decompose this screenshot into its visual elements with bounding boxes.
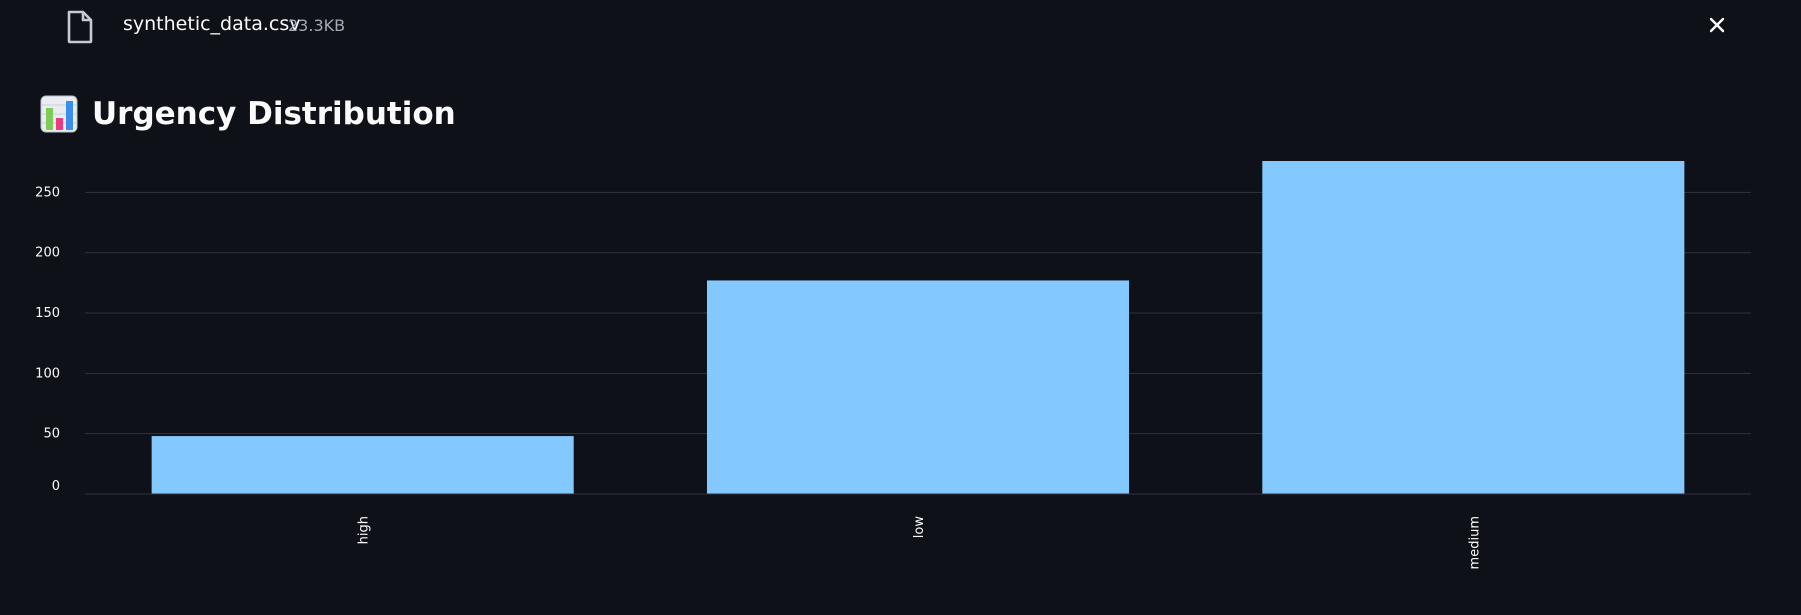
y-tick-label: 150 — [35, 306, 60, 321]
y-tick-label: 50 — [43, 427, 60, 442]
x-tick-label: low — [912, 516, 927, 539]
close-icon[interactable] — [1702, 10, 1732, 40]
y-tick-label: 200 — [35, 246, 60, 261]
file-icon — [67, 10, 93, 44]
uploaded-file-row: synthetic_data.csv 23.3KB — [0, 0, 1801, 56]
file-size: 23.3KB — [288, 16, 346, 35]
bar-high — [151, 436, 574, 494]
bar-medium — [1262, 161, 1685, 494]
x-tick-label: high — [357, 516, 372, 544]
y-tick-label: 0 — [52, 479, 60, 494]
bar-chart-emoji-icon — [40, 95, 78, 133]
y-tick-label: 250 — [35, 185, 60, 200]
x-tick-label: medium — [1467, 516, 1482, 569]
page-title: Urgency Distribution — [92, 96, 456, 132]
file-name: synthetic_data.csv — [123, 13, 301, 35]
chart-heading: Urgency Distribution — [40, 90, 456, 138]
bar-low — [706, 280, 1130, 494]
y-tick-label: 100 — [35, 366, 60, 381]
